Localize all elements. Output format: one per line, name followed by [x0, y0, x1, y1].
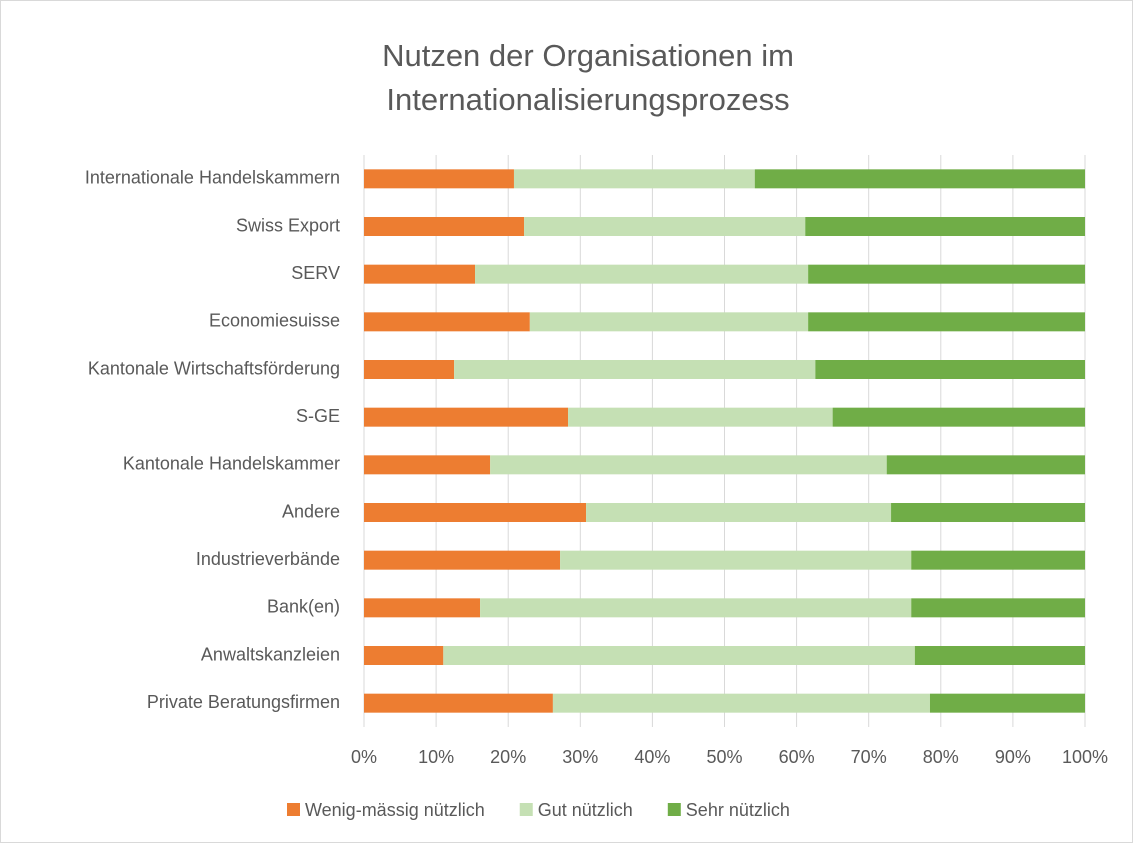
bar-segment — [364, 503, 587, 522]
x-tick-label: 80% — [923, 747, 959, 767]
bar-segment — [364, 169, 514, 189]
bar-segment — [911, 550, 1085, 570]
bar-segment — [832, 407, 1085, 427]
x-tick-label: 0% — [351, 747, 377, 767]
x-tick-label: 40% — [634, 747, 670, 767]
x-tick-label: 70% — [851, 747, 887, 767]
bar-segment — [364, 646, 444, 665]
legend-label: Sehr nützlich — [686, 800, 790, 820]
chart-title: Nutzen der Organisationen im — [382, 38, 794, 73]
bar-segment — [529, 312, 809, 332]
y-tick-label: Swiss Export — [236, 215, 340, 235]
bar-segment — [364, 360, 455, 379]
bar-segment — [808, 264, 1085, 284]
bar-segment — [586, 503, 892, 522]
bar-segment — [364, 407, 569, 427]
legend-label: Wenig-mässig nützlich — [305, 800, 485, 820]
y-tick-label: Anwaltskanzleien — [201, 644, 340, 664]
bar-segment — [480, 598, 912, 618]
bar-segment — [808, 312, 1085, 332]
bar-segment — [364, 455, 491, 475]
bar-segment — [490, 455, 887, 475]
bar-segment — [886, 455, 1085, 475]
bar-segment — [914, 646, 1085, 665]
x-tick-label: 50% — [706, 747, 742, 767]
bar-segment — [454, 360, 816, 379]
y-tick-label: Bank(en) — [267, 597, 340, 617]
bar-segment — [552, 693, 930, 713]
y-tick-label: SERV — [291, 263, 340, 283]
bar-segment — [475, 264, 809, 284]
bar-segment — [815, 360, 1085, 379]
bar-segment — [805, 217, 1085, 236]
legend-label: Gut nützlich — [538, 800, 633, 820]
y-tick-label: Private Beratungsfirmen — [147, 692, 340, 712]
bar-segment — [513, 169, 755, 189]
bar-segment — [364, 693, 553, 713]
bar-segment — [364, 550, 561, 570]
bar-segment — [568, 407, 833, 427]
bar-segment — [754, 169, 1085, 189]
bar-segment — [364, 312, 530, 332]
y-tick-label: Kantonale Wirtschaftsförderung — [88, 358, 340, 378]
bar-segment — [911, 598, 1085, 618]
x-tick-label: 20% — [490, 747, 526, 767]
x-tick-label: 10% — [418, 747, 454, 767]
bar-segment — [929, 693, 1085, 713]
bar-segment — [364, 598, 481, 618]
y-tick-label: Internationale Handelskammern — [85, 168, 340, 188]
bar-segment — [560, 550, 912, 570]
bar-segment — [364, 264, 476, 284]
chart-title: Internationalisierungsprozess — [386, 82, 789, 117]
y-tick-label: S-GE — [296, 406, 340, 426]
bar-segment — [364, 217, 525, 236]
legend-swatch — [287, 803, 300, 816]
x-tick-label: 30% — [562, 747, 598, 767]
bar-segment — [443, 646, 915, 665]
y-tick-label: Andere — [282, 501, 340, 521]
legend-swatch — [519, 803, 533, 816]
y-tick-label: Kantonale Handelskammer — [123, 454, 340, 474]
bar-segment — [524, 217, 806, 236]
x-tick-label: 90% — [995, 747, 1031, 767]
y-tick-label: Industrieverbände — [196, 549, 340, 569]
legend-swatch — [667, 803, 681, 816]
y-tick-label: Economiesuisse — [209, 311, 340, 331]
x-tick-label: 100% — [1062, 747, 1108, 767]
bar-segment — [891, 503, 1085, 522]
x-tick-label: 60% — [779, 747, 815, 767]
